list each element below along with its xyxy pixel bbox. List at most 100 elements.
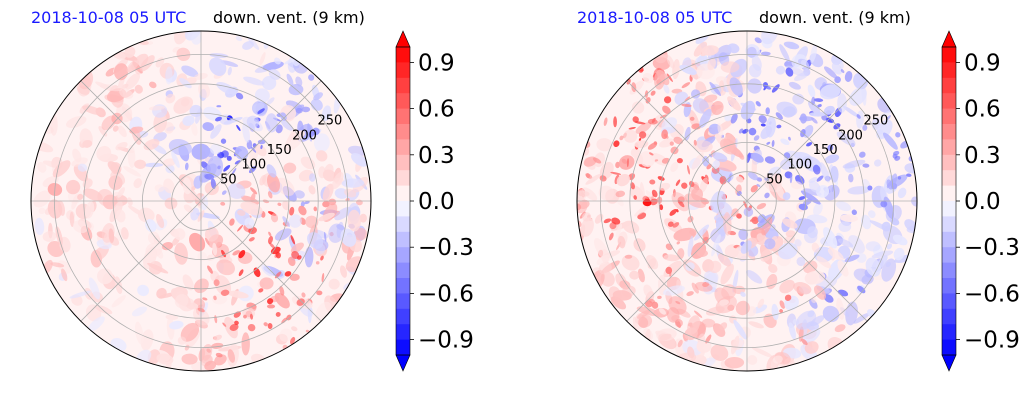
contour-cell-positive bbox=[617, 235, 626, 249]
contour-cell-positive bbox=[779, 279, 795, 294]
contour-cell-positive bbox=[710, 344, 729, 361]
contour-cell-positive bbox=[296, 255, 302, 260]
contour-cell-positive bbox=[663, 96, 672, 104]
contour-cell-positive bbox=[663, 254, 680, 262]
contour-cell-positive bbox=[266, 173, 281, 193]
contour-cell-positive bbox=[647, 142, 658, 150]
contour-cell-negative bbox=[740, 240, 752, 254]
contour-cell-positive bbox=[222, 322, 227, 327]
contour-cell-negative bbox=[807, 310, 815, 318]
contour-cell-positive bbox=[322, 200, 330, 208]
contour-cell-positive bbox=[247, 323, 256, 332]
contour-cell-positive bbox=[649, 179, 656, 185]
contour-cell-positive bbox=[748, 321, 764, 329]
contour-cell-positive bbox=[673, 136, 684, 145]
contour-cell-negative bbox=[813, 202, 823, 216]
contour-cell-negative bbox=[874, 159, 882, 167]
contour-cell-negative bbox=[210, 178, 216, 189]
colorbar-tick-label: −0.3 bbox=[418, 235, 474, 261]
contour-cell-positive bbox=[695, 281, 713, 292]
contour-cell-positive bbox=[720, 138, 737, 155]
contour-cell-positive bbox=[248, 237, 255, 242]
contour-cell-negative bbox=[783, 41, 800, 50]
contour-cell-negative bbox=[751, 152, 764, 163]
contour-cell-positive bbox=[631, 101, 645, 114]
contour-cell-positive bbox=[801, 338, 808, 346]
contour-cell-negative bbox=[252, 102, 265, 111]
contour-cell-negative bbox=[690, 89, 701, 99]
contour-cell-negative bbox=[307, 232, 324, 249]
grid-spoke bbox=[200, 80, 322, 202]
contour-cell-positive bbox=[65, 116, 87, 128]
contour-cell-positive bbox=[599, 175, 607, 182]
contour-cell-negative bbox=[807, 84, 816, 98]
colorbar-tick-label: 0.0 bbox=[418, 189, 455, 215]
contour-cell-positive bbox=[827, 248, 844, 261]
contour-cell-negative bbox=[274, 228, 292, 241]
contour-cell-positive bbox=[666, 54, 675, 69]
contour-cell-positive bbox=[156, 287, 167, 299]
contour-cell-negative bbox=[813, 98, 824, 102]
contour-cell-positive bbox=[174, 294, 189, 308]
colorbar-level bbox=[942, 185, 956, 202]
contour-cell-positive bbox=[97, 268, 113, 285]
contour-cell-positive bbox=[598, 185, 615, 201]
contour-cell-positive bbox=[173, 228, 186, 241]
contour-cell-negative bbox=[785, 67, 794, 77]
contour-cell-negative bbox=[876, 119, 893, 140]
contour-cell-negative bbox=[738, 228, 749, 241]
contour-cell-positive bbox=[633, 195, 637, 200]
ring-label: 250 bbox=[317, 114, 342, 129]
contour-cell-negative bbox=[242, 122, 250, 143]
colorbar-level bbox=[942, 247, 956, 263]
contour-cell-negative bbox=[226, 155, 232, 161]
contour-cell-negative bbox=[808, 100, 821, 116]
contour-cell-negative bbox=[234, 145, 249, 160]
contour-cell-positive bbox=[693, 139, 697, 146]
contour-cell-negative bbox=[195, 107, 202, 124]
contour-cell-positive bbox=[656, 69, 670, 86]
contour-cell-positive bbox=[33, 190, 51, 208]
contour-cell-negative bbox=[217, 165, 221, 170]
contour-cell-positive bbox=[638, 131, 647, 139]
contour-cell-positive bbox=[321, 273, 325, 283]
contour-cell-positive bbox=[580, 217, 594, 237]
contour-cell-negative bbox=[756, 184, 761, 187]
contour-cell-positive bbox=[691, 123, 702, 130]
contour-cell-positive bbox=[290, 234, 296, 245]
contour-cell-positive bbox=[615, 223, 623, 238]
contour-cell-positive bbox=[623, 129, 638, 143]
contour-cell-positive bbox=[701, 45, 719, 56]
contour-cell-negative bbox=[771, 303, 779, 321]
contour-cell-negative bbox=[788, 81, 801, 90]
contour-cell-negative bbox=[77, 163, 88, 172]
contour-cell-positive bbox=[212, 242, 218, 256]
colorbar-tick-label: −0.9 bbox=[964, 328, 1020, 354]
contour-cell-negative bbox=[881, 258, 897, 282]
contour-cell-positive bbox=[723, 212, 732, 236]
chart-title-date: 2018-10-08 05 UTC bbox=[31, 8, 187, 27]
contour-cell-negative bbox=[69, 290, 91, 299]
contour-cell-negative bbox=[842, 105, 860, 118]
colorbar-tick-label: 0.0 bbox=[964, 189, 1001, 215]
contour-cell-positive bbox=[596, 138, 613, 152]
contour-cell-negative bbox=[308, 74, 315, 81]
contour-cell-negative bbox=[825, 117, 835, 123]
contour-cell-positive bbox=[318, 166, 327, 179]
contour-cell-negative bbox=[794, 239, 802, 247]
grid-spoke bbox=[746, 200, 868, 322]
contour-cell-positive bbox=[204, 237, 210, 246]
contour-cell-positive bbox=[165, 314, 179, 320]
contour-cell-negative bbox=[848, 173, 854, 183]
colorbar-level bbox=[942, 293, 956, 310]
contour-cell-negative bbox=[796, 256, 806, 267]
contour-cell-negative bbox=[730, 113, 738, 124]
contour-cell-positive bbox=[84, 201, 95, 219]
grid-spoke bbox=[80, 80, 202, 202]
contour-cell-positive bbox=[240, 195, 260, 205]
contour-cell-negative bbox=[242, 41, 254, 50]
contour-cell-positive bbox=[174, 31, 189, 45]
contour-cell-positive bbox=[608, 232, 614, 241]
contour-cell-negative bbox=[182, 115, 195, 126]
contour-cell-positive bbox=[667, 221, 674, 227]
